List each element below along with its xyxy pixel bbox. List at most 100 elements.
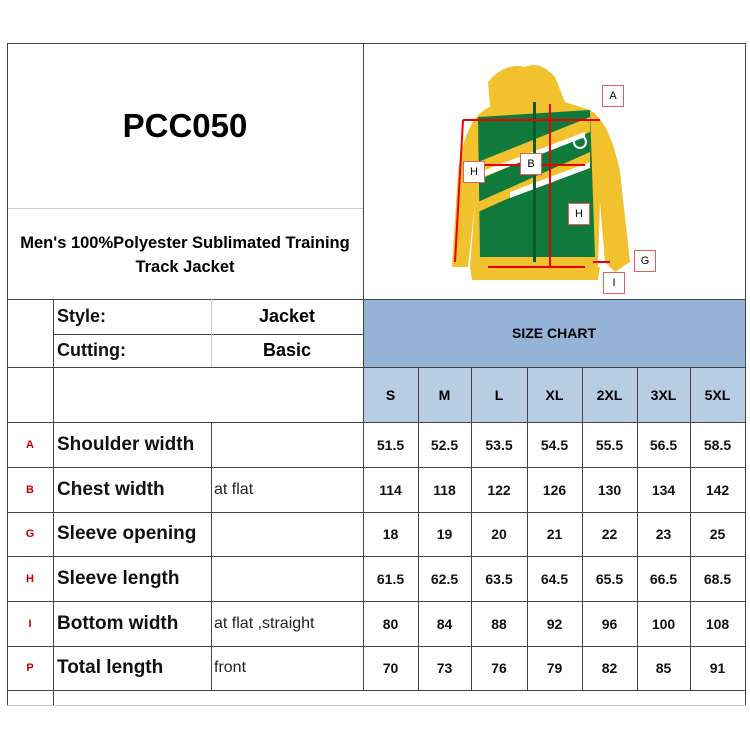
grid-line [211,299,212,367]
measurement-value: 54.5 [540,436,569,453]
measurement-name: Chest width [57,478,165,500]
measurement-arrows [454,104,610,268]
measurement-value: 73 [436,660,453,676]
size-header-l: L [471,367,527,422]
grid-line [745,43,746,705]
measurement-value: 96 [601,615,618,632]
measurement-value: 88 [491,615,507,632]
measurement-value: 80 [382,615,399,632]
measurement-code: B [26,483,34,496]
grid-line [53,334,363,335]
measurement-value: 18 [382,526,399,542]
cutting-value: Basic [262,340,312,360]
grid-line [7,601,745,602]
measurement-note: front [214,659,247,676]
grid-line [7,690,745,691]
measurement-value: 91 [709,660,726,676]
measurement-value: 56.5 [649,436,678,453]
measurement-name: Shoulder width [57,433,195,455]
measurement-value: 142 [705,481,730,498]
style-label: Style: [57,306,107,326]
measurement-value: 68.5 [703,570,732,587]
measurement-value: 118 [433,481,456,498]
measurement-note [211,422,363,467]
size-header-m: M [418,367,471,422]
grid-line [7,367,745,368]
cutting-label: Cutting: [57,340,126,360]
measurement-value: 62.5 [430,570,459,587]
measurement-value: 108 [705,615,730,632]
grid-line [7,705,745,706]
measurement-name: Sleeve opening [57,523,197,544]
diagram-label-h-length: H [568,203,590,225]
measurement-value: 126 [542,481,567,498]
measurement-value: 55.5 [595,436,624,453]
diagram-label-g: G [634,250,656,272]
measurement-value: 130 [597,481,622,498]
measurement-name: Bottom width [57,612,179,634]
diagram-label-b: B [520,153,542,175]
grid-line [471,367,472,690]
measurement-value: 66.5 [649,570,678,587]
diagram-label-h-sleeve: H [463,161,485,183]
grid-line [7,646,745,647]
size-header-5xl: 5XL [690,367,745,422]
grid-line [637,367,638,690]
measurement-value: 114 [379,481,402,498]
grid-line [7,512,745,513]
grid-line [418,367,419,690]
measurement-value: 53.5 [485,436,513,453]
grid-line [7,299,745,300]
diagram-label-a: A [602,85,624,107]
measurement-value: 51.5 [376,436,405,453]
grid-line [7,208,363,209]
measurement-value: 58.5 [703,436,732,453]
measurement-name: Total length [57,657,164,678]
grid-line [7,467,745,468]
measurement-code: I [28,617,32,630]
measurement-code: H [26,572,34,585]
grid-line [527,367,528,690]
measurement-value: 122 [487,481,511,498]
measurement-value: 82 [601,660,618,676]
product-code: PCC050 [122,106,248,144]
measurement-value: 61.5 [376,570,405,587]
measurement-value: 65.5 [595,570,624,587]
measurement-value: 25 [709,526,726,542]
measurement-note [211,556,363,601]
size-header-xl: XL [527,367,582,422]
grid-line [7,422,745,423]
diagram-label-i: I [603,272,625,294]
product-title: Men's 100%Polyester Sublimated Training … [20,234,350,276]
grid-line [363,43,364,690]
measurement-code: G [25,528,35,540]
measurement-value: 52.5 [430,436,459,453]
style-value: Jacket [258,306,316,326]
measurement-value: 85 [655,660,672,676]
size-header-3xl: 3XL [637,367,690,422]
measurement-value: 21 [546,526,563,542]
measurement-value: 79 [546,660,563,676]
measurement-value: 19 [436,526,453,542]
measurement-value: 63.5 [485,570,513,587]
measurement-value: 134 [651,481,676,498]
size-header-2xl: 2XL [582,367,637,422]
measurement-value: 20 [491,526,507,542]
measurement-note [211,512,363,556]
measurement-value: 70 [382,660,399,676]
measurement-value: 92 [546,615,563,632]
grid-line [7,556,745,557]
grid-line [690,367,691,690]
measurement-value: 100 [651,615,676,632]
measurement-value: 76 [491,660,507,676]
grid-line [211,422,212,690]
measurement-value: 64.5 [540,570,569,587]
grid-line [53,299,54,705]
measurement-code: A [26,438,34,451]
measurement-code: P [26,662,34,674]
measurement-name: Sleeve length [57,567,180,589]
grid-line [582,367,583,690]
measurement-value: 22 [601,526,618,542]
size-chart-title: SIZE CHART [363,299,745,367]
measurement-note: at flat ,straight [214,614,315,632]
